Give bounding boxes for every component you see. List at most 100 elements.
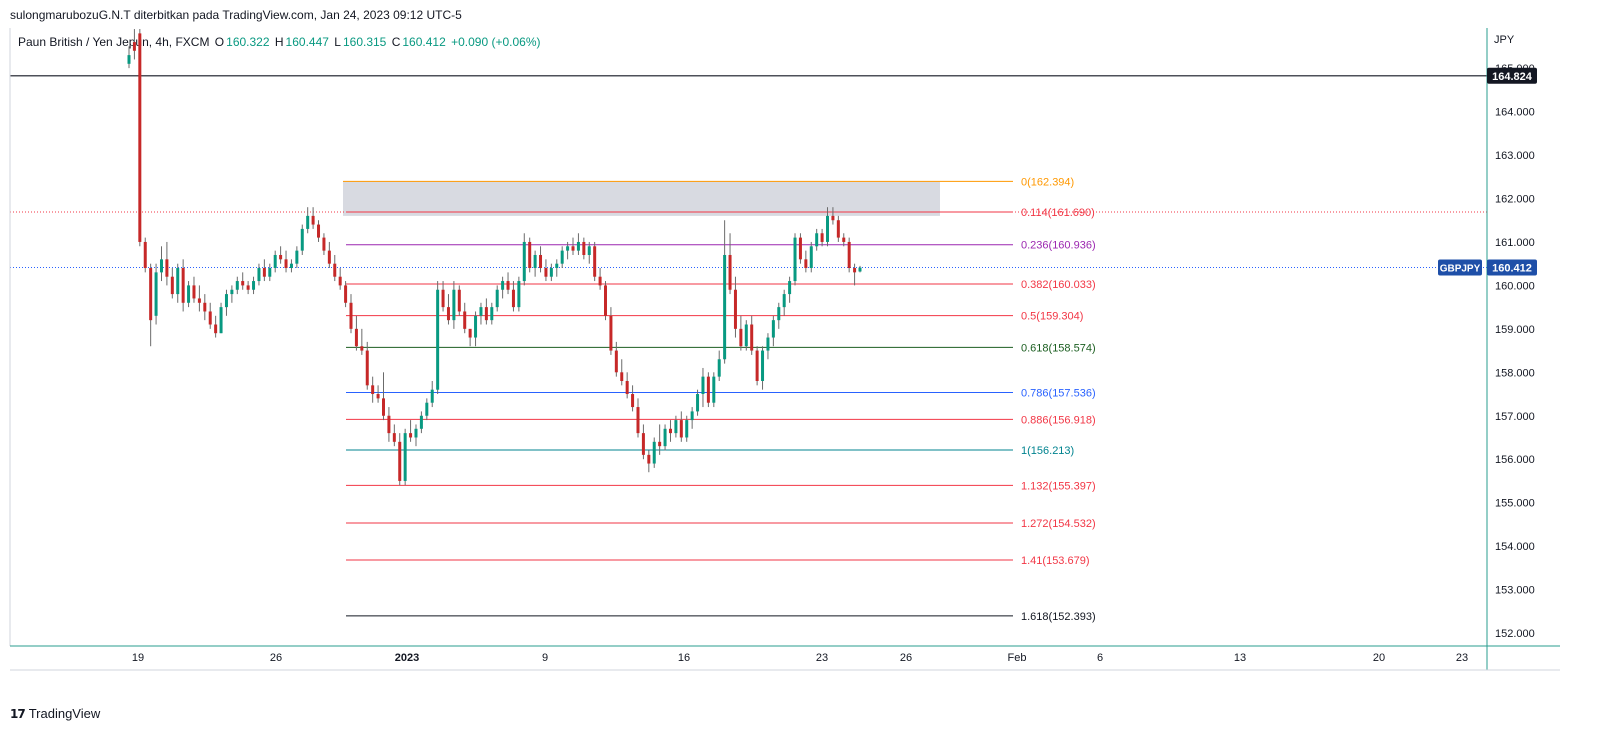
footer-brand: TradingView bbox=[28, 706, 101, 721]
x-tick-label: 26 bbox=[270, 652, 282, 664]
fib-level-label: 0.618(158.574) bbox=[1021, 342, 1096, 354]
candle bbox=[246, 281, 250, 295]
candle-body bbox=[208, 311, 212, 325]
candle-body bbox=[284, 259, 288, 269]
last-price-badge bbox=[1487, 259, 1537, 276]
candle-body bbox=[214, 324, 218, 334]
candle bbox=[284, 250, 288, 273]
candle-body bbox=[728, 254, 732, 290]
symbol-description: Paun British / Yen Jepun, 4h, FXCM bbox=[18, 35, 210, 49]
candle-body bbox=[165, 259, 169, 277]
candle-body bbox=[576, 241, 580, 251]
candle bbox=[685, 415, 689, 442]
candle-body bbox=[696, 394, 700, 412]
candle bbox=[159, 246, 163, 282]
candle-body bbox=[739, 328, 743, 347]
candle bbox=[457, 285, 461, 316]
candle-body bbox=[620, 372, 624, 381]
candle-body bbox=[344, 285, 348, 303]
candle bbox=[149, 263, 153, 347]
candle bbox=[706, 372, 710, 408]
candle bbox=[636, 398, 640, 438]
candle bbox=[544, 259, 548, 282]
y-tick-label: 155.000 bbox=[1495, 498, 1535, 510]
high-label: H bbox=[274, 35, 284, 49]
candle bbox=[761, 346, 765, 390]
candle-body bbox=[604, 285, 608, 316]
candle-body bbox=[154, 272, 158, 316]
candle bbox=[273, 250, 277, 273]
x-tick-label: Feb bbox=[1008, 652, 1027, 664]
x-tick-label: 16 bbox=[678, 652, 690, 664]
candle bbox=[403, 428, 407, 486]
candle-body bbox=[463, 311, 467, 329]
candle-body bbox=[322, 237, 326, 251]
candle bbox=[354, 315, 358, 351]
candle bbox=[647, 450, 651, 473]
candle bbox=[409, 420, 413, 442]
candle-body bbox=[511, 289, 515, 308]
candle bbox=[777, 302, 781, 329]
candle-body bbox=[815, 233, 819, 247]
candle-body bbox=[181, 268, 185, 303]
candle-body bbox=[317, 224, 321, 238]
candle bbox=[181, 259, 185, 312]
candle bbox=[333, 254, 337, 282]
candle-body bbox=[257, 268, 261, 282]
candle bbox=[474, 311, 478, 347]
candle bbox=[511, 281, 515, 312]
candle bbox=[279, 246, 283, 264]
candle bbox=[614, 341, 618, 377]
change-value: +0.090 (+0.06%) bbox=[451, 35, 541, 49]
candle bbox=[398, 433, 402, 486]
candle-body bbox=[555, 263, 559, 269]
y-tick-label: 156.000 bbox=[1495, 454, 1535, 466]
fib-level-label: 1.41(153.679) bbox=[1021, 555, 1090, 567]
candle-body bbox=[826, 215, 830, 242]
candle-body bbox=[403, 433, 407, 481]
candle bbox=[425, 398, 429, 421]
y-tick-label: 162.000 bbox=[1495, 194, 1535, 206]
candle-body bbox=[647, 454, 651, 464]
candle bbox=[663, 424, 667, 451]
fib-level-label: 1.618(152.393) bbox=[1021, 611, 1096, 623]
resistance-zone bbox=[343, 181, 940, 216]
candle bbox=[723, 220, 727, 364]
candle-body bbox=[360, 346, 364, 351]
candle-body bbox=[127, 55, 131, 64]
candle-body bbox=[641, 433, 645, 455]
candle-body bbox=[138, 33, 142, 242]
candle-body bbox=[457, 289, 461, 312]
footer: 17 TradingView bbox=[10, 706, 100, 721]
candle-body bbox=[847, 241, 851, 269]
candle-body bbox=[690, 411, 694, 421]
candle bbox=[268, 263, 272, 282]
candle-body bbox=[354, 328, 358, 347]
candle bbox=[620, 359, 624, 386]
candle bbox=[604, 281, 608, 321]
candle-body bbox=[300, 228, 304, 251]
candle-body bbox=[782, 294, 786, 308]
candle bbox=[728, 233, 732, 295]
candle-body bbox=[192, 285, 196, 299]
candle-body bbox=[771, 320, 775, 338]
candle bbox=[219, 302, 223, 334]
candle-body bbox=[262, 268, 266, 277]
candle bbox=[311, 207, 315, 229]
candle bbox=[809, 241, 813, 273]
candle bbox=[555, 259, 559, 277]
candle-body bbox=[804, 259, 808, 269]
candle-body bbox=[668, 428, 672, 434]
candle-body bbox=[203, 302, 207, 312]
candle bbox=[517, 276, 521, 312]
open-label: O bbox=[214, 35, 225, 49]
candle-body bbox=[853, 268, 857, 273]
candle-body bbox=[371, 385, 375, 395]
candle bbox=[652, 437, 656, 468]
candle bbox=[376, 385, 380, 403]
candle bbox=[365, 341, 369, 390]
candle-body bbox=[333, 263, 337, 277]
candle-body bbox=[788, 281, 792, 295]
candle-body bbox=[376, 394, 380, 399]
